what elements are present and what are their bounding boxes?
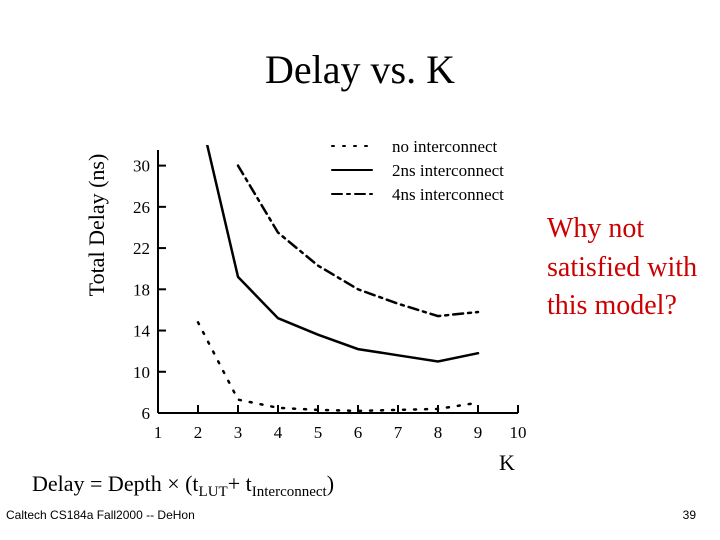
equation-sub-interconnect: Interconnect xyxy=(251,484,327,500)
x-tick-label-3: 3 xyxy=(234,423,243,442)
legend-label-1: no interconnect xyxy=(392,137,498,156)
y-tick-label-6: 6 xyxy=(142,404,151,423)
callout-question: Why not satisfied with this model? xyxy=(547,213,698,321)
x-tick-label-6: 6 xyxy=(354,423,363,442)
x-tick-label-5: 5 xyxy=(314,423,323,442)
y-tick-label-10: 10 xyxy=(133,363,150,382)
x-tick-label-9: 9 xyxy=(474,423,483,442)
series-line-3 xyxy=(236,164,480,318)
x-tick-label-2: 2 xyxy=(194,423,203,442)
equation-mid: + t xyxy=(227,471,252,496)
equation-rhs: ) xyxy=(326,471,335,496)
page-number: 39 xyxy=(682,508,696,522)
series-line-2 xyxy=(205,145,480,363)
y-tick-label-26: 26 xyxy=(133,198,150,217)
y-tick-label-14: 14 xyxy=(133,322,151,341)
delay-equation: Delay = Depth × (tLUT+ tInterconnect) xyxy=(32,470,334,506)
slide-title: Delay vs. K xyxy=(265,47,455,92)
y-tick-label-22: 22 xyxy=(133,239,150,258)
x-tick-label-1: 1 xyxy=(154,423,163,442)
x-tick-label-4: 4 xyxy=(274,423,283,442)
series-line-1 xyxy=(196,321,480,413)
x-tick-label-10: 10 xyxy=(510,423,527,442)
footer-course: Caltech CS184a Fall2000 -- DeHon xyxy=(6,508,195,522)
x-tick-label-7: 7 xyxy=(394,423,403,442)
y-tick-label-18: 18 xyxy=(133,280,150,299)
equation-lhs: Delay = Depth × (t xyxy=(32,471,199,496)
legend-label-3: 4ns interconnect xyxy=(392,185,504,204)
y-axis-label: Total Delay (ns) xyxy=(84,154,109,297)
x-axis-label: K xyxy=(499,450,515,475)
legend-label-2: 2ns interconnect xyxy=(392,161,504,180)
x-tick-label-8: 8 xyxy=(434,423,443,442)
equation-sub-lut: LUT xyxy=(198,484,228,500)
y-tick-label-30: 30 xyxy=(133,157,150,176)
